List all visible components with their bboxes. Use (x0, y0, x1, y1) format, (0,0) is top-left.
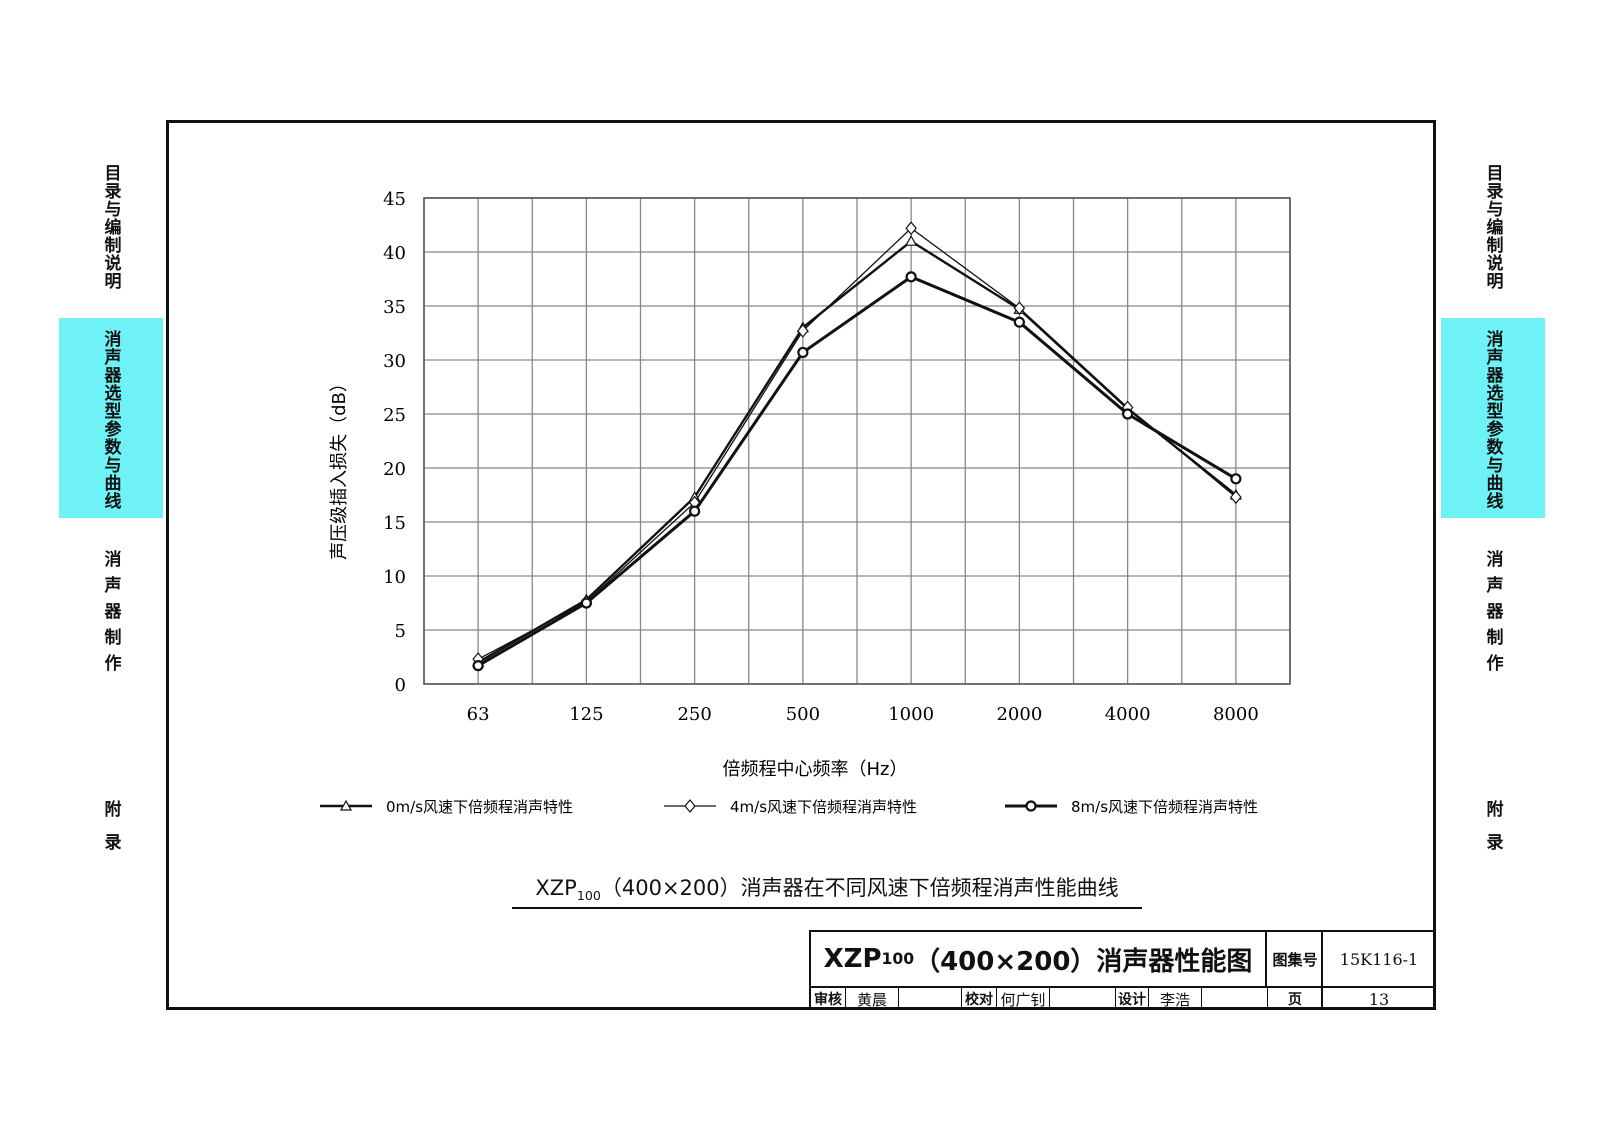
right-side-nav: 目录与编制说明 消声器选型参数与曲线 消声器制作 附录 (1441, 150, 1545, 870)
circle-marker (1122, 408, 1134, 420)
side-tab-appendix[interactable]: 附录 (100, 800, 121, 866)
x-tick-label: 4000 (1105, 704, 1151, 725)
atlas-number: 15K116-1 (1339, 949, 1419, 969)
legend-label: 0m/s风速下倍频程消声特性 (386, 798, 573, 816)
x-tick-label: 63 (467, 704, 490, 725)
x-tick-label: 2000 (996, 704, 1042, 725)
side-tab-selection-curves[interactable]: 消声器选型参数与曲线 (1441, 318, 1545, 518)
circle-marker (905, 271, 917, 283)
chart-caption: XZP100（400×200）消声器在不同风速下倍频程消声性能曲线 (512, 872, 1142, 910)
legend-label: 4m/s风速下倍频程消声特性 (730, 798, 917, 816)
title-block: XZP 100 （400×200）消声器性能图 图集号 15K116-1 审核 黄晨… (809, 930, 1435, 1010)
design-name: 李浩 (1159, 990, 1190, 1009)
circle-marker (1230, 473, 1242, 485)
series-line (477, 275, 1237, 667)
legend-item: 0m/s风速下倍频程消声特性 (320, 798, 573, 816)
side-tab-selection-curves[interactable]: 消声器选型参数与曲线 (59, 318, 163, 518)
tb-divider (1267, 986, 1268, 1010)
tb-divider (1049, 986, 1050, 1010)
x-tick-label: 500 (786, 704, 820, 725)
diamond-marker (1013, 301, 1026, 316)
legend-item: 4m/s风速下倍频程消声特性 (664, 798, 917, 816)
y-tick-label: 10 (383, 567, 406, 588)
legend-label: 8m/s风速下倍频程消声特性 (1071, 798, 1258, 816)
series-line (477, 227, 1237, 660)
review-name: 黄晨 (856, 990, 887, 1009)
drawing-title: XZP 100 （400×200）消声器性能图 (811, 932, 1267, 986)
circle-marker (797, 346, 809, 359)
x-tick-label: 1000 (888, 704, 934, 725)
y-tick-label: 45 (383, 189, 406, 210)
x-tick-label: 250 (677, 704, 711, 725)
plot-area-border (423, 197, 1291, 685)
review-label: 审核 (814, 992, 842, 1008)
check-name: 何广钊 (1000, 990, 1046, 1009)
tb-row-divider (811, 986, 1435, 988)
chart-legend: 0m/s风速下倍频程消声特性 4m/s风速下倍频程消声特性 8m/s风速下倍频程消声… (320, 798, 1258, 816)
diamond-marker (1230, 490, 1242, 505)
y-tick-label: 20 (383, 459, 406, 480)
drawing-frame (166, 120, 1436, 1010)
atlas-label: 图集号 (1272, 950, 1318, 969)
tb-divider (898, 986, 899, 1010)
y-tick-labels: 0 5 10 15 20 25 30 35 40 45 (383, 189, 406, 696)
side-tab-fabrication[interactable]: 消声器制作 (100, 550, 121, 680)
tb-divider (1148, 986, 1149, 1010)
y-tick-label: 5 (395, 621, 406, 642)
page-label: 页 (1288, 992, 1302, 1008)
x-tick-label: 8000 (1213, 704, 1259, 725)
x-tick-label: 125 (569, 704, 603, 725)
tb-divider (1321, 932, 1323, 1010)
circle-marker (1025, 800, 1037, 812)
tb-divider (1115, 986, 1116, 1010)
x-tick-labels: 63 125 250 500 1000 2000 4000 8000 (467, 704, 1259, 725)
x-axis-label: 倍频程中心频率（Hz） (723, 759, 908, 780)
circle-marker (580, 597, 592, 609)
y-tick-label: 25 (383, 405, 406, 426)
circle-marker (472, 660, 484, 672)
y-tick-label: 30 (383, 351, 406, 372)
y-tick-label: 40 (383, 243, 406, 264)
diamond-marker (905, 221, 917, 236)
legend-item: 8m/s风速下倍频程消声特性 (1005, 798, 1258, 816)
y-tick-label: 35 (383, 297, 406, 318)
side-tab-fabrication[interactable]: 消声器制作 (1482, 550, 1503, 680)
triangle-marker (905, 234, 918, 246)
tb-divider (996, 986, 997, 1010)
tb-divider (1201, 986, 1202, 1010)
check-label: 校对 (965, 992, 993, 1008)
side-tab-contents[interactable]: 目录与编制说明 (1482, 164, 1503, 290)
y-tick-label: 15 (383, 513, 406, 534)
y-axis-label: 声压级插入损失（dB） (329, 374, 350, 560)
series-line (477, 239, 1237, 664)
left-side-nav: 目录与编制说明 消声器选型参数与曲线 消声器制作 附录 (59, 150, 163, 870)
tb-divider (961, 986, 962, 1010)
side-tab-appendix[interactable]: 附录 (1482, 800, 1503, 866)
diamond-marker (797, 323, 809, 338)
series-circle (472, 271, 1242, 672)
side-tab-contents[interactable]: 目录与编制说明 (100, 164, 121, 290)
circle-marker (689, 505, 701, 517)
y-tick-label: 0 (395, 675, 406, 696)
chart-grid (423, 197, 1291, 685)
diamond-marker (684, 799, 696, 813)
tb-divider (845, 986, 846, 1010)
chart-series (472, 221, 1242, 672)
triangle-marker (339, 799, 353, 811)
circle-marker (1013, 316, 1025, 328)
page-number: 13 (1368, 989, 1390, 1009)
design-label: 设计 (1118, 992, 1146, 1008)
